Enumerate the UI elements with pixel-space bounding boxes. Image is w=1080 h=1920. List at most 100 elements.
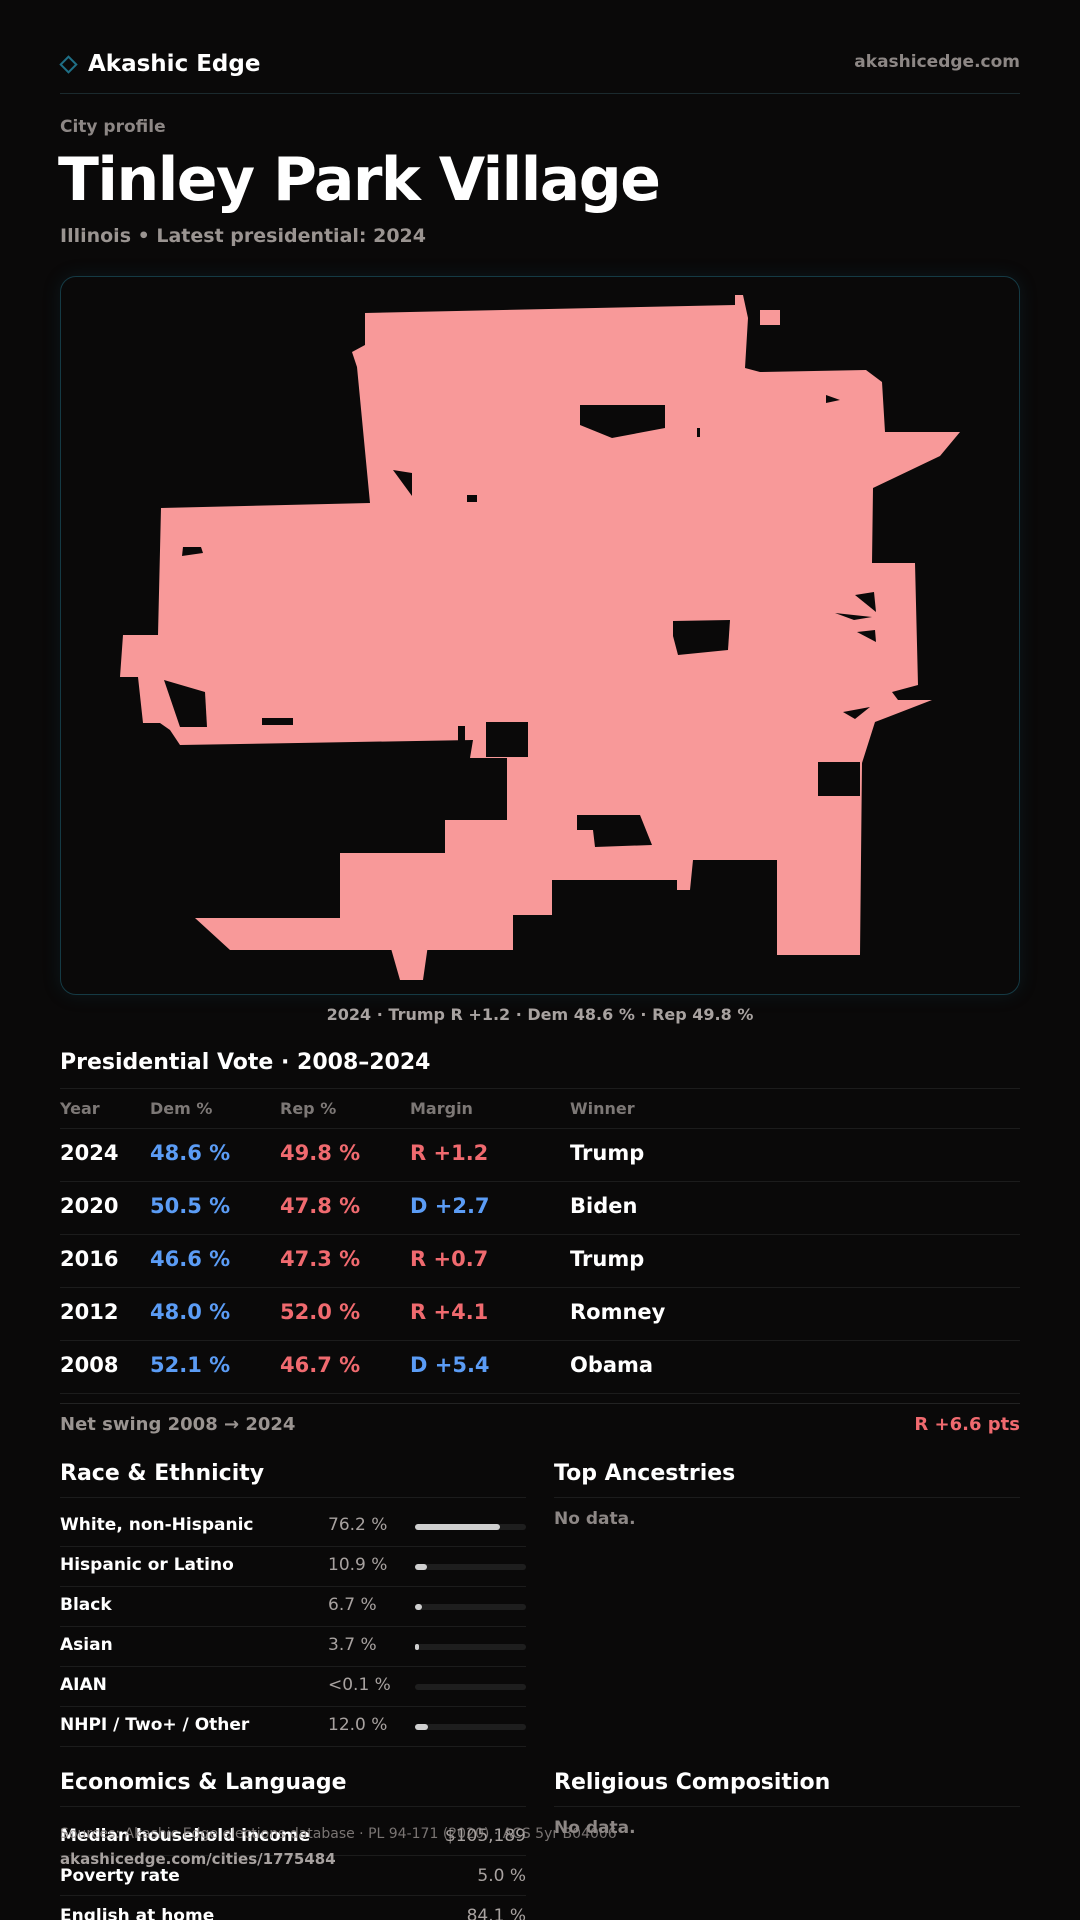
- dem-cell: 52.1 %: [150, 1353, 231, 1377]
- race-title: Race & Ethnicity: [60, 1461, 265, 1486]
- table-header-divider: [60, 1128, 1020, 1129]
- col-rep: Rep %: [280, 1099, 337, 1118]
- race-bar-fill: [415, 1564, 427, 1570]
- margin-cell: D +2.7: [410, 1194, 490, 1218]
- economics-value: 5.0 %: [477, 1866, 526, 1886]
- swing-divider: [60, 1403, 1020, 1404]
- swing-label: Net swing 2008 → 2024: [60, 1414, 296, 1435]
- dem-cell: 46.6 %: [150, 1247, 231, 1271]
- economics-title: Economics & Language: [60, 1770, 347, 1795]
- swing-value: R +6.6 pts: [914, 1414, 1020, 1435]
- race-divider: [60, 1497, 526, 1498]
- map-card[interactable]: [60, 276, 1020, 995]
- economics-row: Median household income $105,189: [60, 1816, 526, 1856]
- race-bar-track: [415, 1684, 526, 1690]
- footer-url[interactable]: akashicedge.com/cities/1775484: [60, 1850, 336, 1868]
- year-cell: 2008: [60, 1353, 119, 1377]
- race-pct: 76.2 %: [328, 1515, 388, 1535]
- race-pct: 3.7 %: [328, 1635, 377, 1655]
- religion-empty: No data.: [554, 1818, 636, 1838]
- col-winner: Winner: [570, 1099, 635, 1118]
- table-row-divider: [60, 1234, 1020, 1235]
- economics-label: Median household income: [60, 1826, 311, 1846]
- site-link[interactable]: akashicedge.com: [854, 52, 1020, 72]
- brand-name: Akashic Edge: [88, 51, 261, 77]
- rep-cell: 47.8 %: [280, 1194, 361, 1218]
- race-bar-fill: [415, 1644, 419, 1650]
- winner-cell: Obama: [570, 1353, 654, 1377]
- header-divider: [60, 93, 1020, 94]
- col-year: Year: [60, 1099, 100, 1118]
- race-bar-track: [415, 1564, 526, 1570]
- table-row-divider: [60, 1340, 1020, 1341]
- race-bar-fill: [415, 1724, 428, 1730]
- year-cell: 2012: [60, 1300, 119, 1324]
- race-row: NHPI / Two+ / Other 12.0 %: [60, 1707, 526, 1747]
- race-label: AIAN: [60, 1675, 107, 1695]
- margin-cell: R +1.2: [410, 1141, 489, 1165]
- footer-sources: Sources: Akashic Edge elections database…: [60, 1826, 617, 1842]
- page-title: Tinley Park Village: [58, 145, 661, 215]
- year-cell: 2024: [60, 1141, 119, 1165]
- race-pct: 12.0 %: [328, 1715, 388, 1735]
- race-label: Black: [60, 1595, 112, 1615]
- race-row: Black 6.7 %: [60, 1587, 526, 1627]
- ancestries-divider: [554, 1497, 1020, 1498]
- race-bar-track: [415, 1604, 526, 1610]
- year-cell: 2016: [60, 1247, 119, 1271]
- race-row: AIAN <0.1 %: [60, 1667, 526, 1707]
- economics-value: $105,189: [444, 1826, 526, 1846]
- map-holes: [164, 395, 876, 847]
- race-label: Asian: [60, 1635, 113, 1655]
- race-bar-fill: [415, 1524, 500, 1530]
- race-row: White, non-Hispanic 76.2 %: [60, 1507, 526, 1547]
- winner-cell: Romney: [570, 1300, 666, 1324]
- brand[interactable]: Akashic Edge: [59, 48, 261, 80]
- economics-divider: [60, 1806, 526, 1807]
- margin-cell: D +5.4: [410, 1353, 490, 1377]
- page-eyebrow: City profile: [60, 117, 166, 137]
- presidential-divider: [60, 1088, 1020, 1089]
- race-pct: 10.9 %: [328, 1555, 388, 1575]
- presidential-title: Presidential Vote · 2008–2024: [60, 1050, 431, 1075]
- rep-cell: 47.3 %: [280, 1247, 361, 1271]
- race-pct: 6.7 %: [328, 1595, 377, 1615]
- year-cell: 2020: [60, 1194, 119, 1218]
- race-label: White, non-Hispanic: [60, 1515, 254, 1535]
- winner-cell: Trump: [570, 1247, 645, 1271]
- dem-cell: 50.5 %: [150, 1194, 231, 1218]
- race-label: Hispanic or Latino: [60, 1555, 234, 1575]
- table-row-divider: [60, 1181, 1020, 1182]
- dem-cell: 48.6 %: [150, 1141, 231, 1165]
- col-dem: Dem %: [150, 1099, 213, 1118]
- table-row-divider: [60, 1287, 1020, 1288]
- economics-row: English at home 84.1 %: [60, 1896, 526, 1920]
- table-row-divider: [60, 1393, 1020, 1394]
- city-boundary-shape: [120, 295, 960, 980]
- economics-label: Poverty rate: [60, 1866, 180, 1886]
- rep-cell: 46.7 %: [280, 1353, 361, 1377]
- race-bar-track: [415, 1644, 526, 1650]
- race-row: Hispanic or Latino 10.9 %: [60, 1547, 526, 1587]
- winner-cell: Trump: [570, 1141, 645, 1165]
- economics-label: English at home: [60, 1906, 215, 1920]
- page-subtitle: Illinois • Latest presidential: 2024: [60, 225, 427, 247]
- race-bar-fill: [415, 1604, 422, 1610]
- city-boundary-map: [120, 295, 960, 980]
- col-margin: Margin: [410, 1099, 473, 1118]
- race-row: Asian 3.7 %: [60, 1627, 526, 1667]
- margin-cell: R +0.7: [410, 1247, 489, 1271]
- race-label: NHPI / Two+ / Other: [60, 1715, 250, 1735]
- race-pct: <0.1 %: [328, 1675, 391, 1695]
- rep-cell: 49.8 %: [280, 1141, 361, 1165]
- ancestries-title: Top Ancestries: [554, 1461, 736, 1486]
- winner-cell: Biden: [570, 1194, 638, 1218]
- dem-cell: 48.0 %: [150, 1300, 231, 1324]
- religion-title: Religious Composition: [554, 1770, 831, 1795]
- margin-cell: R +4.1: [410, 1300, 489, 1324]
- race-bar-track: [415, 1724, 526, 1730]
- religion-divider: [554, 1806, 1020, 1807]
- rep-cell: 52.0 %: [280, 1300, 361, 1324]
- economics-value: 84.1 %: [466, 1906, 526, 1920]
- diamond-icon: [59, 54, 78, 74]
